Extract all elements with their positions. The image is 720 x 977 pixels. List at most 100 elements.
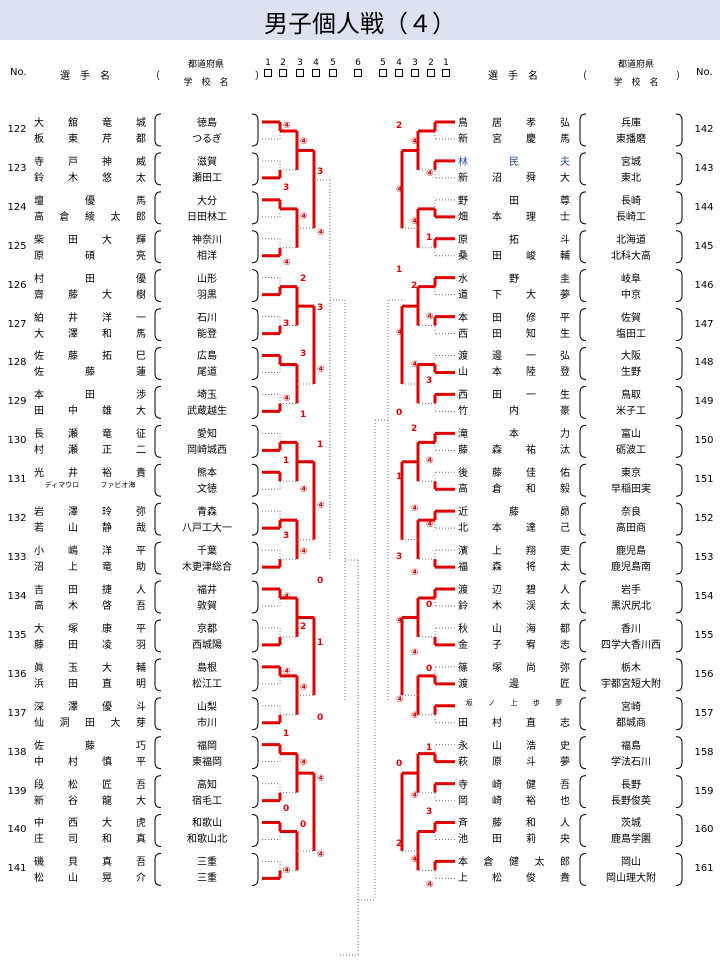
brace-open [579,813,587,847]
school-name: 能登 [197,328,217,340]
score-label: 3 [317,303,324,314]
entry-number: 123 [7,162,27,174]
player-name: 藤田凌羽 [34,639,146,651]
round-header-right-2: 2 [424,58,438,77]
school-name: 広島 [197,351,217,363]
player-name: 高倉綾太郎 [34,211,146,223]
school-name: 東播磨 [616,134,646,145]
player-name: 仙洞田大芽 [34,717,146,729]
round-label: 1 [265,58,271,68]
school-name: 茨城 [621,818,641,830]
brace-open [579,541,587,575]
brace-close [675,775,683,809]
entry-number: 146 [694,279,714,291]
school-name: 東京 [621,468,641,480]
school-name: 羽黒 [197,289,217,301]
player-name: 光井裕貴 [34,468,146,480]
player-name: 滝本力 [458,429,570,441]
player-name: 村田優 [34,273,146,285]
brace-open [579,152,587,186]
score-label: 1 [283,455,290,466]
player-name: 佐藤巧 [34,740,146,752]
player-name: 近藤昴 [458,507,570,519]
school-name: 文徳 [197,484,217,496]
score-label: ④ [396,695,404,706]
brace-close [675,463,683,497]
brace-close [675,619,683,653]
player-name: 小嶋洋平 [34,546,146,558]
brace-open [154,385,162,419]
player-name: 水野圭 [458,273,570,285]
school-name: 早稲田実 [611,484,651,496]
score-label: 2 [411,424,418,435]
player-name: 新沼舜大 [458,172,570,184]
entry-number: 135 [7,629,27,641]
round-label: 5 [380,58,386,68]
brace-close [251,580,259,614]
score-label: 0 [396,759,403,770]
score-label: ④ [283,865,291,876]
brace-close [675,580,683,614]
entry-number: 159 [694,785,714,797]
brace-open [154,541,162,575]
score-label: 3 [396,551,403,562]
player-name: 深澤優斗 [34,701,146,713]
brace-open [154,502,162,536]
score-label: 3 [317,166,324,177]
header-pref-left: 都道府県 [187,60,224,70]
brace-open [154,580,162,614]
brace-close [675,424,683,458]
player-name: 渡辺碧人 [458,584,570,596]
player-name: 中西大虎 [34,818,146,830]
brace-open [154,269,162,303]
score-label: 3 [283,319,290,330]
entry-number: 124 [7,201,27,213]
school-name: 鹿島学園 [611,834,651,846]
school-name: 北科大高 [611,250,651,262]
title-bar [0,0,720,40]
entry-number: 154 [694,590,714,602]
player-name: 北本達己 [458,523,570,535]
score-label: ④ [426,312,434,323]
entry-number: 122 [7,124,27,135]
school-name: 岐阜 [621,273,641,285]
school-name: 武蔵越生 [187,406,227,418]
player-name: 寺戸神威 [34,156,146,168]
brace-open [579,424,587,458]
brace-close [251,463,259,497]
school-name: 黒沢尻北 [611,600,651,612]
brace-open [154,619,162,653]
entry-number: 138 [7,746,27,758]
entry-number: 147 [694,318,714,330]
school-name: 熊本 [197,468,217,480]
school-name: 青森 [197,507,217,519]
score-label: 1 [426,743,433,754]
player-name: 新宮慶馬 [458,134,570,145]
brace-open [154,697,162,731]
brace-close [251,230,259,264]
score-label: 3 [426,376,433,387]
player-name: 佐藤拓巳 [34,351,146,363]
player-name: 鈴木渓太 [458,600,570,612]
brace-open [579,346,587,380]
score-label: ④ [426,456,434,467]
school-name: 中京 [621,289,641,301]
school-name: 八戸工大一 [182,523,232,535]
school-name: 滋賀 [197,156,217,168]
school-name: 相洋 [197,250,217,262]
score-label: ④ [300,485,308,496]
school-name: 日田林工 [187,211,227,223]
school-name: 鹿児島 [616,546,646,558]
player-name: 萩原斗夢 [458,756,570,768]
school-name: 和歌山 [192,818,222,830]
school-name: 長野俊英 [611,795,651,807]
school-name: 富山 [621,429,641,441]
round-header-left-1: 1 [261,58,275,77]
brace-open [154,658,162,692]
score-label: ④ [426,880,434,890]
round-box [411,69,419,77]
score-label: ④ [411,791,419,802]
score-label: ④ [317,501,325,512]
entry-number: 125 [7,240,27,252]
score-label: 2 [300,621,307,632]
